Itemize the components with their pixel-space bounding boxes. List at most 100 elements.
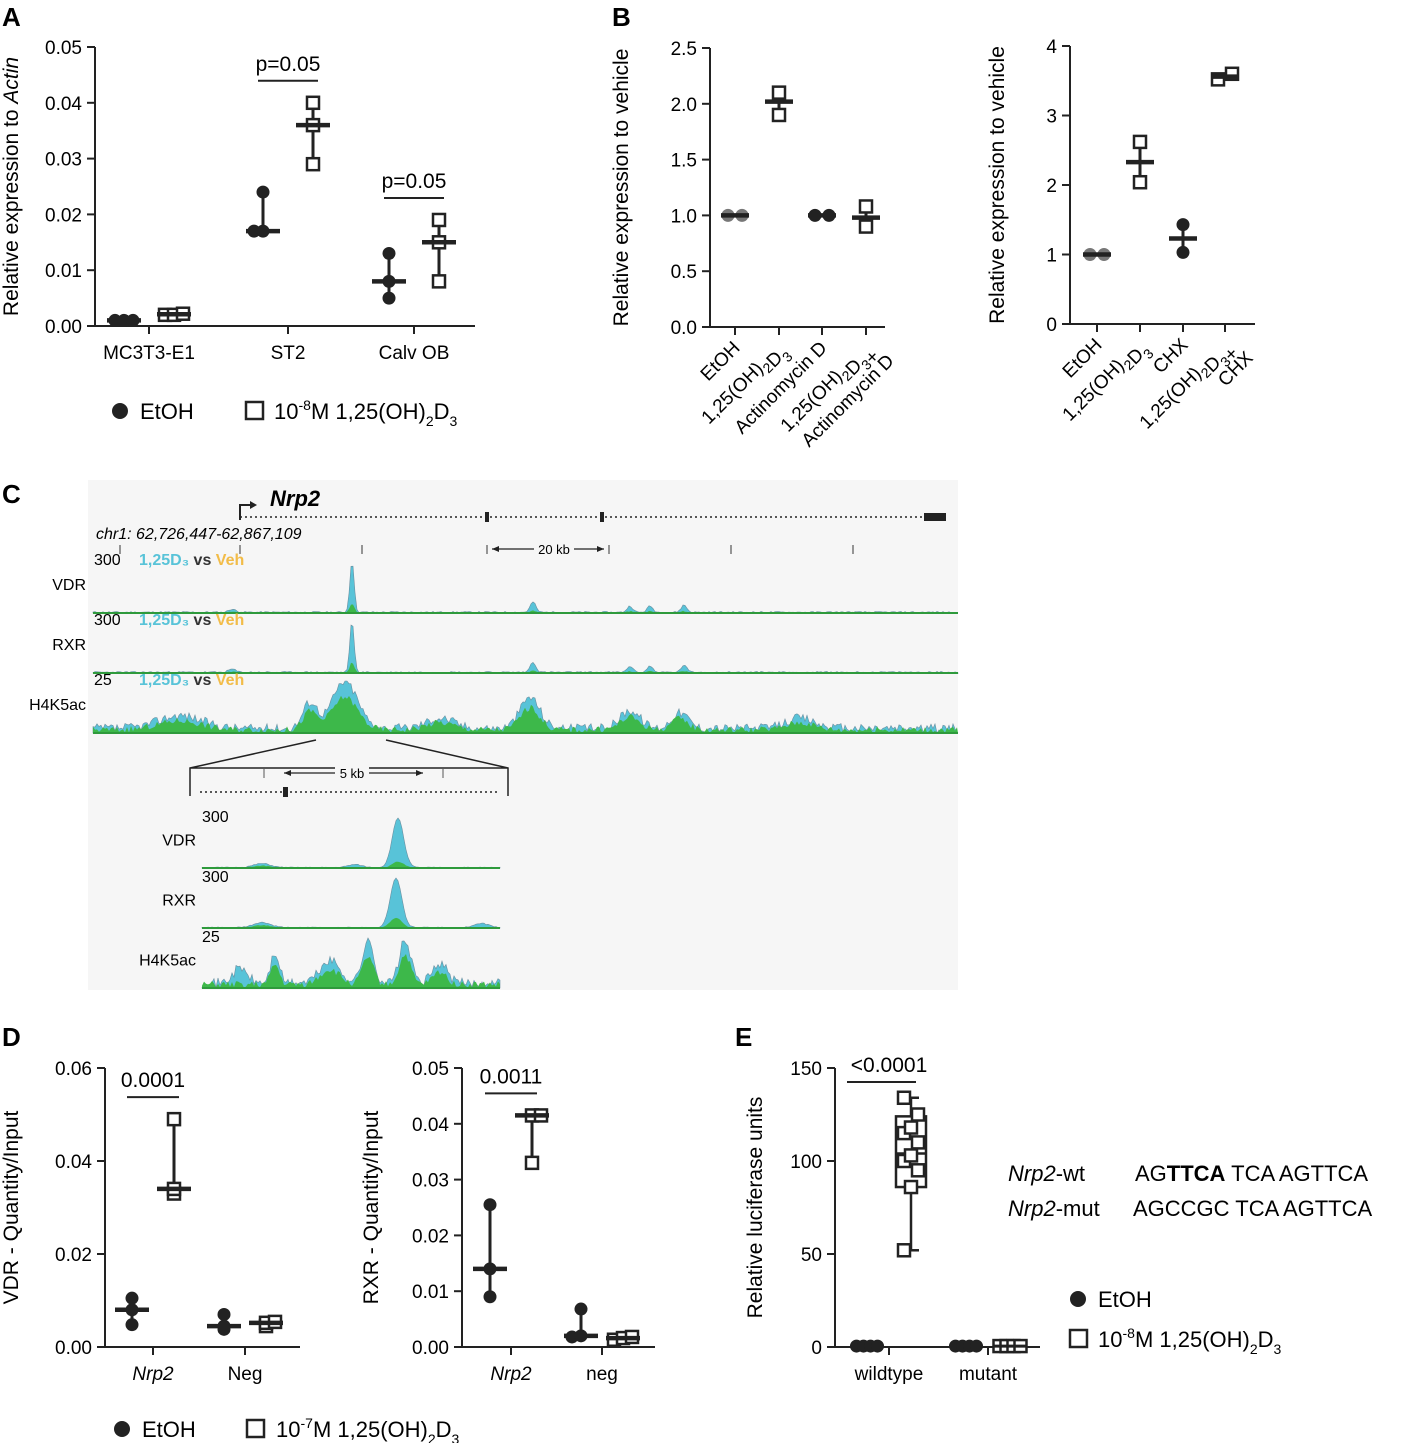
chart-b-left: 0.0 0.5 1.0 1.5 2.0 2.5 Relative expression to… (610, 39, 899, 451)
track-background (88, 480, 958, 990)
marker-square (896, 1090, 912, 1106)
track-scale: 25 (202, 929, 220, 946)
marker-square (910, 1107, 926, 1122)
y-tick-label: 0.04 (45, 94, 82, 115)
y-tick-label: 1 (1046, 246, 1057, 267)
chart-d-vdr: 0.00 0.02 0.04 0.06 VDR - Quantity/Input Nrp2… (0, 1059, 300, 1385)
y-tick-label: 0.05 (412, 1059, 449, 1080)
legend-d: EtOH 10-7M 1,25(OH)2D3 (114, 1415, 460, 1443)
tracks-zoom: VDR 300 RXR 300 H4K5ac 25 (139, 809, 501, 989)
significance-label: 0.0011 (480, 1065, 543, 1088)
marker-circle (483, 1290, 497, 1304)
y-tick-label: 0.06 (55, 1059, 92, 1080)
x-tick-label: 1,25(OH)2D3+ (1136, 335, 1243, 442)
marker-square (903, 1148, 919, 1163)
sequence-mut-label: Nrp2-mut (1008, 1196, 1100, 1221)
legend-marker-treated (1068, 1328, 1089, 1349)
gene-label: Nrp2 (270, 486, 321, 511)
x-tick-label: wildtype (854, 1364, 924, 1385)
scale-ticks (119, 545, 854, 554)
track-scale: 300 (202, 869, 229, 886)
marker-circle (574, 1302, 588, 1316)
marker-square (771, 107, 787, 123)
y-tick-label: 0.00 (45, 317, 82, 338)
panel-label-d: D (2, 1022, 21, 1052)
marker-square (431, 212, 447, 228)
track-name: H4K5ac (139, 953, 196, 970)
legend-marker-etoh (112, 403, 128, 419)
y-tick-label: 100 (790, 1152, 822, 1173)
x-tick-label: MC3T3-E1 (103, 343, 195, 364)
marker-square (431, 274, 447, 289)
legend-marker-etoh (114, 1421, 130, 1437)
y-tick-label: 0 (1046, 315, 1057, 336)
marker-square (903, 1120, 919, 1135)
track-compare-label: 1,25D₃ vs Veh (139, 552, 244, 569)
marker-square (903, 1179, 919, 1195)
y-tick-label: 0.0 (671, 318, 697, 339)
track-signal-control (202, 954, 500, 988)
y-tick-label: 0.05 (45, 38, 82, 59)
legend-marker-treated (245, 1418, 266, 1439)
track-name: H4K5ac (29, 697, 86, 714)
y-tick-label: 2.5 (671, 39, 697, 60)
y-axis-label: Relative expression to vehicle (610, 49, 633, 327)
y-tick-label: 0.01 (45, 261, 82, 282)
marker-square (771, 85, 787, 100)
scale-bar-main: 20 kb (492, 541, 604, 557)
marker-square (1132, 174, 1148, 190)
y-tick-label: 0.02 (45, 205, 82, 226)
locus-label: chr1: 62,726,447-62,867,109 (96, 526, 302, 543)
y-tick-label: 2 (1046, 176, 1057, 197)
sequence-block: Nrp2-wt AGTTCA TCA AGTTCA Nrp2-mut AGCCG… (1008, 1161, 1373, 1221)
y-tick-label: 0.03 (45, 150, 82, 171)
track-name: VDR (52, 577, 86, 594)
marker-square (910, 1135, 926, 1150)
marker-square (1132, 134, 1148, 150)
y-tick-label: 0.04 (55, 1152, 92, 1173)
legend-a: EtOH 10-8M 1,25(OH)2D3 (112, 397, 458, 429)
x-tick-label: Calv OB (379, 343, 450, 364)
legend-label-treated: 10-7M 1,25(OH)2D3 (276, 1415, 460, 1443)
marker-circle (382, 291, 396, 305)
track-name: RXR (52, 637, 86, 654)
y-tick-label: 1.0 (671, 206, 697, 227)
y-tick-label: 3 (1046, 107, 1057, 128)
significance-label: p=0.05 (256, 53, 321, 76)
significance-label: <0.0001 (851, 1054, 928, 1077)
x-tick-label: Nrp2 (132, 1364, 174, 1385)
y-tick-label: 2.0 (671, 95, 697, 116)
y-tick-label: 0.02 (55, 1245, 92, 1266)
legend-marker-treated (244, 400, 265, 421)
y-axis-label: Relative expression to Actin (0, 57, 23, 316)
track-compare-label: 1,25D₃ vs Veh (139, 672, 244, 689)
y-tick-label: 0.5 (671, 262, 697, 283)
marker-square (910, 1163, 926, 1178)
panel-label-a: A (2, 2, 21, 32)
marker-square (305, 156, 321, 172)
chart-e: 0 50 100 150 Relative luciferase units wildty… (744, 1054, 1040, 1385)
x-tick-label: ST2 (271, 343, 306, 364)
marker-circle (125, 1291, 139, 1305)
sequence-mut: AGCCGC TCA AGTTCA (1133, 1196, 1373, 1221)
y-tick-label: 50 (801, 1245, 822, 1266)
scale-bar-zoom-label: 5 kb (340, 766, 365, 781)
x-tick-label: Nrp2 (490, 1364, 532, 1385)
track-scale: 25 (94, 672, 112, 689)
marker-circle (1176, 218, 1190, 232)
panel-label-b: B (612, 2, 631, 32)
y-axis-label: VDR - Quantity/Input (0, 1110, 23, 1304)
y-tick-label: 0.00 (55, 1338, 92, 1359)
chart-a: 0.00 0.01 0.02 0.03 0.04 0.05 Relative express… (0, 38, 475, 364)
track-scale: 300 (202, 809, 229, 826)
x-tick-label: Neg (228, 1364, 263, 1385)
panel-label-e: E (735, 1022, 752, 1052)
marker-square (896, 1243, 912, 1258)
sequence-wt-label: Nrp2-wt (1008, 1161, 1085, 1186)
legend-label-treated: 10-8M 1,25(OH)2D3 (274, 397, 458, 429)
scale-bar-zoom: 5 kb (263, 765, 444, 781)
marker-circle (125, 1318, 139, 1332)
legend-marker-etoh (1070, 1291, 1086, 1307)
